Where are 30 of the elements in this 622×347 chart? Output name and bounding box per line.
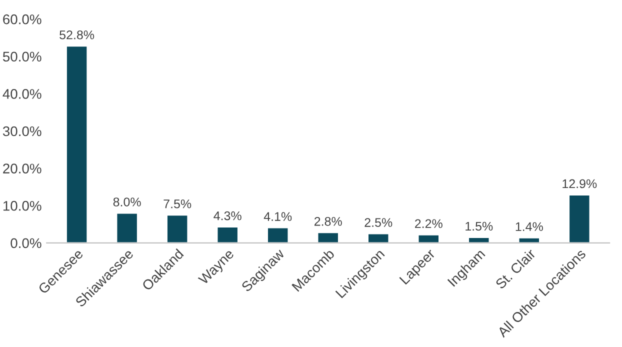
data-label: 12.9%: [562, 179, 597, 188]
bar: [568, 194, 591, 243]
data-label: 4.3%: [214, 211, 242, 220]
data-label: 8.0%: [113, 198, 141, 206]
bar: [367, 232, 390, 243]
bar: [417, 234, 440, 243]
y-tick-label: 10.0%: [3, 200, 42, 211]
y-tick-label: 0.0%: [10, 238, 42, 248]
data-label: 2.8%: [314, 216, 342, 226]
data-label: 4.1%: [264, 212, 292, 221]
y-tick-label: 30.0%: [2, 126, 42, 136]
data-label: 52.8%: [60, 30, 94, 40]
data-label: 2.5%: [364, 218, 392, 227]
bar: [116, 212, 138, 243]
data-label: 2.2%: [415, 219, 442, 228]
y-tick-label: 50.0%: [2, 52, 42, 62]
data-label: 1.5%: [466, 222, 493, 231]
bar: [316, 232, 340, 243]
bar: [66, 45, 88, 243]
y-tick-label: 40.0%: [2, 89, 42, 99]
data-label: 1.4%: [516, 222, 543, 231]
bar: [216, 226, 239, 243]
data-label: 7.5%: [164, 199, 192, 208]
y-tick-label: 60.0%: [3, 14, 42, 24]
bar: [266, 226, 290, 243]
y-tick-label: 20.0%: [3, 164, 42, 174]
bar: [468, 236, 490, 243]
x-tick-label: St. Clair: [494, 248, 536, 290]
bar: [166, 214, 189, 243]
bar: [518, 236, 540, 243]
